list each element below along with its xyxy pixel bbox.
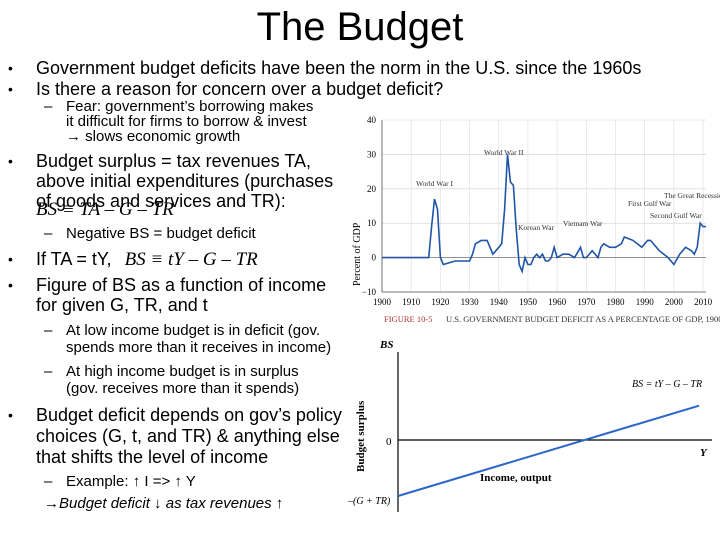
budget-surplus-chart: BS Budget surplus 0 Y Income, output –(G… — [347, 339, 712, 512]
x-tick-label: 1910 — [402, 297, 421, 307]
series — [382, 154, 706, 275]
bullet-dot: • — [8, 60, 13, 76]
example-result: →Budget deficit ↓ as tax revenues ↑ — [44, 495, 284, 512]
x-tick-label: 1920 — [431, 297, 450, 307]
bullet-dot: • — [8, 407, 13, 423]
y-tick-label: 30 — [367, 149, 377, 159]
chart-title: U.S. GOVERNMENT BUDGET DEFICIT AS A PERC… — [446, 314, 720, 324]
intercept-label: –(G + TR) — [347, 496, 391, 507]
sub-fear: – Fear: government’s borrowing makes it … — [44, 98, 314, 145]
y-axis-label: Percent of GDP — [352, 222, 363, 286]
zero-label: 0 — [386, 436, 392, 448]
x-tick-label: 1950 — [519, 297, 538, 307]
budget-surplus-line — [397, 404, 700, 497]
annotation-vietnam-text: Vietnam War — [563, 219, 603, 228]
bullet-if-ta: • If TA = tY, BS ≡ tY – G – TR — [8, 249, 258, 270]
bullet-dot: • — [8, 153, 13, 169]
x-tick-labels: 1900 1910 1920 1930 1940 1950 1960 1970 1980 1990… — [373, 297, 713, 307]
sub-negative: – Negative BS = budget deficit — [44, 225, 256, 242]
dash: – — [44, 473, 53, 490]
x-tick-label: 1960 — [548, 297, 567, 307]
x-tick-label: 2010 — [694, 297, 713, 307]
annotation-korean: Korean War — [518, 223, 555, 232]
bullet-dot: • — [8, 277, 13, 293]
figure-label: FIGURE 10-5 — [384, 314, 432, 324]
x-tick-label: 1900 — [373, 297, 392, 307]
annotation-first-gulf: First Gulf War — [628, 199, 672, 208]
x-tick-label: 1990 — [636, 297, 655, 307]
y-tick-label: 0 — [372, 253, 377, 263]
bullet-dot: • — [8, 81, 13, 97]
formula-bs: BS ≡ TA – G – TR — [36, 199, 174, 220]
budget-lines — [397, 404, 700, 497]
bullet-deficits-norm: • Government budget deficits have been t… — [8, 58, 642, 78]
annotation-korean-text: Korean War — [518, 223, 555, 232]
bs-axis-label: BS — [379, 339, 393, 351]
y-axis-label: Budget surplus — [355, 400, 367, 472]
sub-low-income: – At low income budget is in deficit (go… — [44, 322, 332, 356]
x-tick-label: 1940 — [490, 297, 509, 307]
bullet-figure: • Figure of BS as a function of income f… — [8, 275, 327, 315]
sub-example: – Example: ↑ I => ↑ Y — [44, 473, 196, 490]
bullet-dot: • — [8, 251, 13, 267]
y-tick-labels: −10 0 10 20 30 40 — [362, 115, 377, 297]
dash: – — [44, 225, 53, 242]
annotation-vietnam: Vietnam War — [563, 219, 603, 228]
dash: – — [44, 98, 53, 115]
x-tick-label: 1930 — [461, 297, 480, 307]
dash: – — [44, 363, 53, 380]
x-tick-label: 1970 — [577, 297, 596, 307]
formula-bs-ty: BS ≡ tY – G – TR — [124, 249, 258, 270]
x-tick-label: 2000 — [665, 297, 684, 307]
annotation-recession: The Great Recession — [664, 191, 720, 200]
bullet-policy: • Budget deficit depends on gov’s policy… — [8, 405, 342, 467]
x-tick-label: 1980 — [607, 297, 626, 307]
annotation-second-gulf: Second Gulf War — [650, 211, 702, 220]
annotation-ww1: World War I — [416, 179, 453, 188]
axes — [397, 352, 712, 512]
x-axis-label: Income, output — [480, 472, 552, 484]
y-tick-label: 40 — [367, 115, 377, 125]
bullet-concern: • Is there a reason for concern over a b… — [8, 79, 444, 99]
y-tick-label: 10 — [367, 218, 377, 228]
annotation-first-gulf-text: First Gulf War — [628, 199, 672, 208]
annotation-second-gulf-text: Second Gulf War — [650, 211, 702, 220]
y-tick-label: 20 — [367, 184, 377, 194]
sub-high-income: – At high income budget is in surplus (g… — [44, 363, 300, 397]
y-tick-label: −10 — [362, 287, 377, 297]
slide-title: The Budget — [256, 5, 464, 49]
bullet-surplus: • Budget surplus = tax revenues TA, abov… — [8, 151, 334, 211]
dash: – — [44, 322, 53, 339]
deficit-series-line — [382, 154, 706, 275]
deficit-history-chart: Percent of GDP −10 0 10 20 30 40 1900 1910 1920… — [352, 115, 720, 324]
line-label: BS = tY – G – TR — [632, 379, 702, 390]
annotation-recession-text: The Great Recession — [664, 191, 720, 200]
war-annotations: World War I World War II Korean War Viet… — [416, 148, 720, 232]
annotation-ww2: World War II — [484, 148, 524, 157]
y-end-label: Y — [700, 447, 708, 459]
